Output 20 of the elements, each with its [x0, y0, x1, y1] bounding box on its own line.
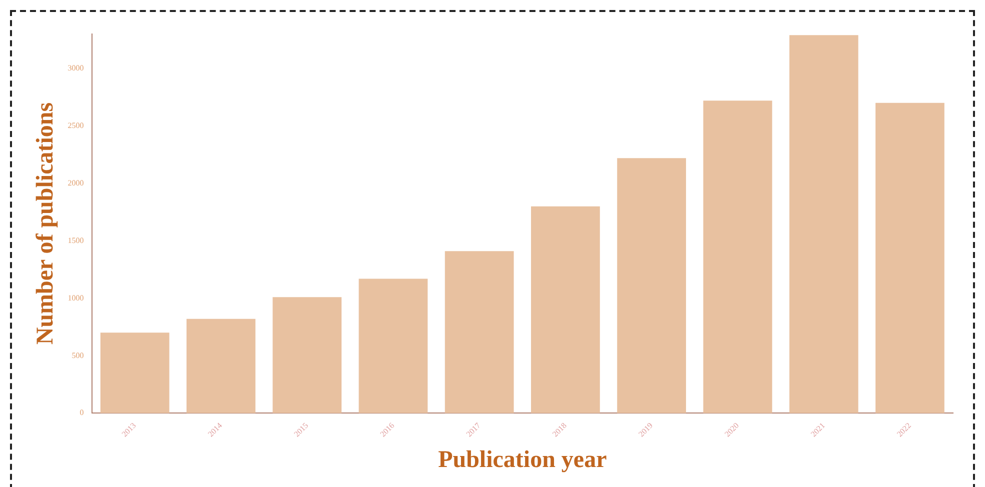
bar [100, 332, 170, 414]
x-axis-title: Publication year [438, 446, 608, 473]
y-tick-label: 2500 [68, 120, 84, 130]
y-tick-label: 3000 [68, 64, 84, 73]
bar [531, 206, 600, 414]
bar [186, 318, 256, 414]
y-tick-label: 0 [80, 408, 84, 418]
x-tick-label: 2021 [809, 421, 827, 439]
bar [358, 278, 428, 414]
bar [444, 251, 514, 414]
bar [875, 102, 944, 414]
y-tick-label: 2000 [68, 178, 84, 188]
y-tick-label: 1000 [68, 293, 84, 302]
bar [789, 35, 858, 414]
bar [272, 297, 342, 414]
y-axis-title: Number of publications [32, 102, 59, 345]
bar [703, 100, 772, 414]
y-tick-label: 1500 [68, 236, 84, 245]
y-tick-label: 500 [72, 350, 84, 360]
bar [617, 158, 686, 414]
